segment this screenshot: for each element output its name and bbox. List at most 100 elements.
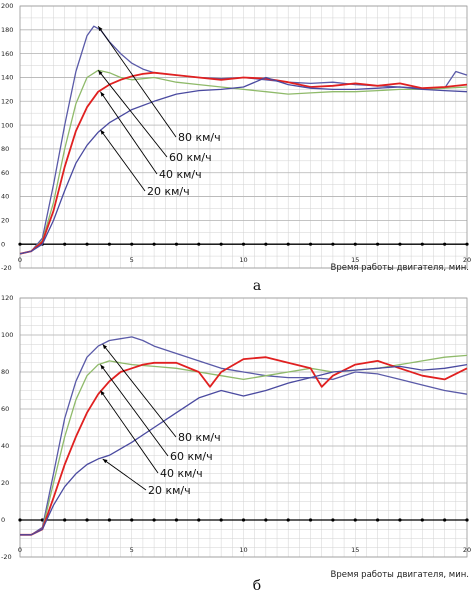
arrow-head bbox=[102, 344, 108, 350]
y-tick-label: 80 bbox=[1, 368, 9, 376]
baseline-marker bbox=[130, 242, 134, 246]
y-tick-label: 200 bbox=[1, 2, 13, 10]
arrow-head bbox=[100, 364, 105, 370]
baseline-marker bbox=[174, 242, 179, 246]
baseline-marker bbox=[197, 518, 201, 522]
baseline-marker bbox=[398, 242, 402, 246]
baseline-marker bbox=[18, 518, 22, 522]
baseline-marker bbox=[241, 242, 246, 246]
annotation-arrow bbox=[100, 91, 158, 175]
arrow-head bbox=[100, 390, 105, 396]
arrow-head bbox=[100, 91, 105, 97]
baseline-marker bbox=[331, 518, 335, 522]
baseline-marker bbox=[398, 518, 402, 522]
x-tick-label: 10 bbox=[239, 256, 247, 264]
baseline-marker bbox=[130, 518, 134, 522]
y-tick-label: 20 bbox=[1, 217, 9, 225]
annotation-label: 20 км/ч bbox=[148, 484, 191, 497]
y-tick-label: 40 bbox=[1, 193, 9, 201]
baseline-marker bbox=[443, 518, 447, 522]
baseline-marker bbox=[219, 242, 223, 246]
annotation-arrow bbox=[97, 25, 177, 138]
annotation-label: 80 км/ч bbox=[178, 431, 221, 444]
baseline-marker bbox=[107, 518, 111, 522]
baseline-marker bbox=[465, 242, 469, 246]
y-tick-label: -20 bbox=[1, 553, 12, 561]
series-line-40-км/ч bbox=[20, 356, 468, 536]
x-tick-label: 0 bbox=[18, 546, 22, 554]
chart-panel-б: -20 0 20 40 60 80 100 120 0 5 10 15 20 Время работы д… bbox=[1, 294, 471, 594]
x-axis-label: Время работы двигателя, мин. bbox=[330, 570, 469, 580]
arrow-head bbox=[98, 70, 103, 76]
baseline-marker bbox=[420, 518, 424, 522]
y-tick-label: 100 bbox=[1, 121, 13, 129]
panel-label: а bbox=[253, 278, 261, 294]
baseline-marker bbox=[308, 242, 313, 246]
baseline-marker bbox=[286, 242, 290, 246]
baseline-marker bbox=[353, 242, 357, 246]
panel-label: б bbox=[253, 578, 261, 594]
y-tick-label: 0 bbox=[1, 516, 5, 524]
x-tick-label: 10 bbox=[239, 546, 247, 554]
y-tick-label: 20 bbox=[1, 479, 9, 487]
y-tick-label: 180 bbox=[1, 26, 13, 34]
annotation-label: 40 км/ч bbox=[160, 467, 203, 480]
y-tick-label: 120 bbox=[1, 97, 13, 105]
annotation-arrow bbox=[102, 343, 177, 438]
baseline-marker bbox=[308, 518, 313, 522]
arrow-head bbox=[98, 26, 103, 32]
plot-area bbox=[19, 297, 468, 558]
annotation-label: 20 км/ч bbox=[147, 185, 190, 198]
baseline-marker bbox=[18, 242, 22, 246]
annotation-label: 60 км/ч bbox=[169, 151, 212, 164]
series-line-60-км/ч bbox=[19, 69, 468, 255]
baseline-marker bbox=[107, 242, 111, 246]
annotation-label: 80 км/ч bbox=[178, 131, 221, 144]
y-tick-label: 80 bbox=[1, 145, 9, 153]
y-tick-label: 160 bbox=[1, 50, 13, 58]
y-tick-label: 120 bbox=[1, 294, 13, 302]
baseline-marker bbox=[264, 518, 268, 522]
plot-area bbox=[19, 5, 468, 269]
annotation-label: 60 км/ч bbox=[170, 450, 213, 463]
baseline-marker bbox=[241, 518, 246, 522]
x-tick-label: 15 bbox=[351, 546, 359, 554]
baseline-marker bbox=[174, 518, 179, 522]
baseline-marker bbox=[85, 518, 89, 522]
annotation-arrow bbox=[97, 70, 168, 158]
baseline-marker bbox=[219, 518, 223, 522]
annotation-arrow bbox=[100, 129, 146, 192]
baseline-marker bbox=[443, 242, 447, 246]
x-tick-label: 20 bbox=[463, 546, 471, 554]
baseline-marker bbox=[264, 242, 268, 246]
baseline-marker bbox=[353, 518, 357, 522]
annotation-label: 40 км/ч bbox=[159, 168, 202, 181]
series-line-20-км/ч bbox=[20, 363, 468, 536]
baseline-marker bbox=[63, 518, 67, 522]
x-tick-label: 5 bbox=[130, 546, 134, 554]
arrow-head bbox=[102, 458, 108, 464]
y-tick-label: 100 bbox=[1, 331, 13, 339]
baseline-marker bbox=[85, 242, 89, 246]
baseline-marker bbox=[286, 518, 290, 522]
x-axis-label: Время работы двигателя, мин. bbox=[330, 263, 469, 273]
y-tick-label: 140 bbox=[1, 74, 13, 82]
x-tick-label: 0 bbox=[18, 256, 22, 264]
x-tick-label: 5 bbox=[130, 256, 134, 264]
y-tick-label: -20 bbox=[1, 264, 12, 272]
annotation-arrow bbox=[102, 458, 147, 491]
y-tick-label: 60 bbox=[1, 405, 9, 413]
y-tick-label: 40 bbox=[1, 442, 9, 450]
baseline-marker bbox=[331, 242, 335, 246]
baseline-marker bbox=[63, 242, 67, 246]
y-tick-label: 60 bbox=[1, 169, 9, 177]
baseline-marker bbox=[152, 242, 156, 246]
x-tick-label: 15 bbox=[351, 256, 359, 264]
series-line-40-км/ч bbox=[19, 71, 468, 255]
baseline-marker bbox=[152, 518, 156, 522]
baseline-marker bbox=[197, 242, 201, 246]
y-tick-label: 0 bbox=[1, 240, 5, 248]
annotation-arrow bbox=[100, 364, 169, 457]
